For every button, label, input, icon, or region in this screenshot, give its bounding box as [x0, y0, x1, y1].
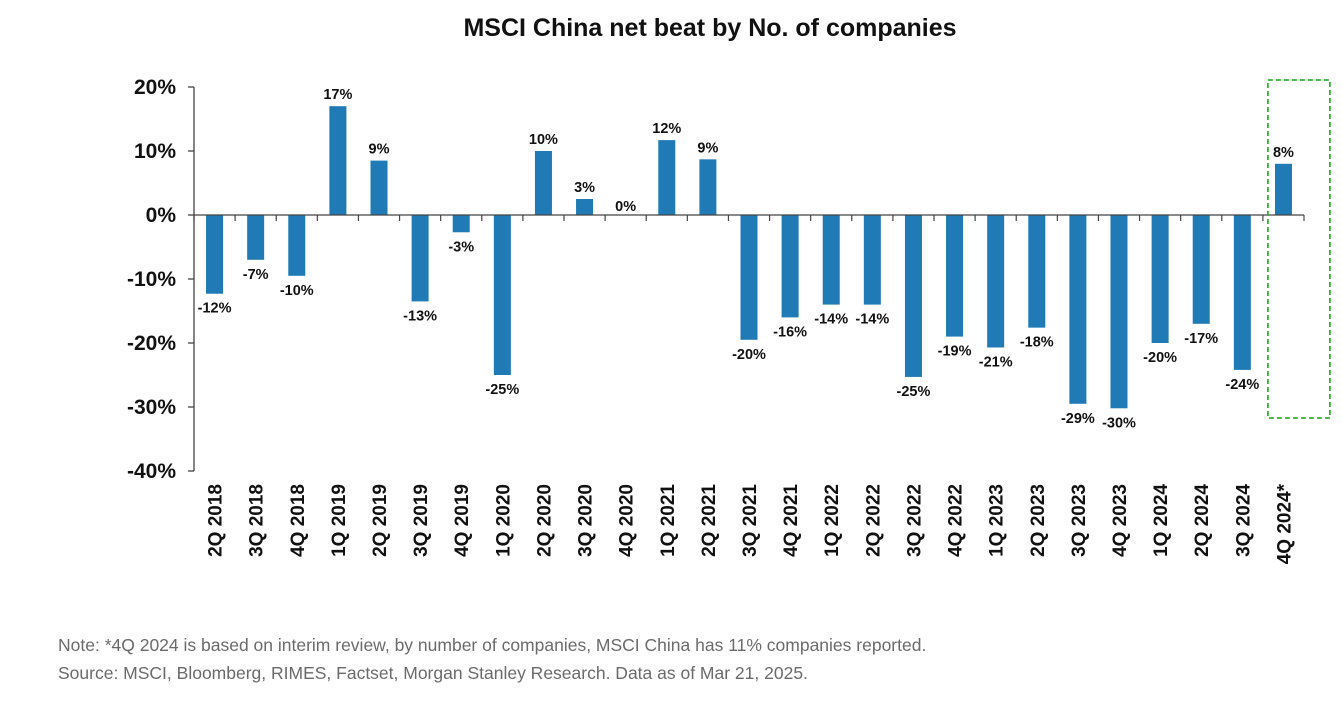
category-label: 1Q 2024 [1151, 484, 1172, 557]
category-label: 2Q 2021 [699, 484, 720, 557]
bar [329, 106, 347, 215]
bar [904, 215, 922, 377]
category-label: 2Q 2022 [863, 484, 884, 557]
bar [1233, 215, 1251, 370]
data-label: -16% [773, 324, 807, 340]
data-label: -21% [979, 354, 1013, 370]
data-label: -17% [1184, 331, 1218, 347]
category-label: 3Q 2023 [1069, 484, 1090, 557]
category-label: 4Q 2019 [452, 484, 473, 557]
bar [987, 215, 1005, 348]
category-label: 3Q 2020 [576, 484, 597, 557]
data-label: -25% [897, 384, 931, 400]
data-label: -12% [198, 301, 232, 317]
chart-source: Source: MSCI, Bloomberg, RIMES, Factset,… [58, 663, 808, 683]
data-label: 9% [697, 140, 718, 156]
chart-title: MSCI China net beat by No. of companies [463, 14, 957, 42]
bar [1069, 215, 1087, 404]
bar [493, 215, 511, 375]
data-label: -3% [448, 239, 474, 255]
bar [740, 215, 758, 340]
data-label: -13% [403, 308, 437, 324]
bar [452, 215, 470, 233]
data-label: -19% [938, 344, 972, 360]
category-label: 2Q 2020 [534, 484, 555, 557]
category-label: 3Q 2019 [411, 484, 432, 557]
bar [1151, 215, 1169, 343]
category-labels: 2Q 2018 3Q 2018 4Q 2018 1Q 2019 2Q 2019 3Q 20… [206, 483, 1296, 564]
data-label: -14% [814, 312, 848, 328]
category-label: 4Q 2018 [288, 484, 309, 557]
data-label: 10% [529, 132, 558, 148]
bar [822, 215, 840, 305]
category-label: 2Q 2018 [206, 484, 227, 557]
bar [534, 151, 552, 215]
bar [658, 140, 676, 215]
highlight [1266, 79, 1331, 419]
y-tick-label: -40% [127, 460, 176, 483]
y-tick-label: 0% [146, 204, 177, 227]
data-label: -25% [485, 382, 519, 398]
data-label: 12% [652, 121, 681, 137]
category-label: 3Q 2022 [904, 484, 925, 557]
y-tick-label: 20% [134, 76, 176, 99]
y-tick-label: 10% [134, 140, 176, 163]
bar-chart: 20% 10% 0% -10% -20% -30% -40% -12% -7% -10% 17% 9… [127, 76, 1331, 564]
highlight-box [1266, 79, 1331, 419]
category-label: 4Q 2020 [617, 484, 638, 557]
data-label: 17% [323, 87, 352, 103]
data-label: -7% [243, 267, 269, 283]
category-label: 1Q 2019 [329, 484, 350, 557]
bar [576, 199, 594, 215]
data-label: -10% [280, 283, 314, 299]
bar [288, 215, 306, 276]
category-label: 2Q 2023 [1028, 484, 1049, 557]
bar [781, 215, 799, 318]
category-label: 4Q 2023 [1110, 484, 1131, 557]
category-label: 2Q 2024 [1192, 484, 1213, 557]
data-label: 8% [1273, 145, 1294, 161]
category-label: 4Q 2024* [1274, 483, 1295, 564]
chart-note: Note: *4Q 2024 is based on interim revie… [58, 635, 927, 655]
y-tick-label: -30% [127, 396, 176, 419]
data-label: 3% [574, 180, 595, 196]
category-label: 1Q 2023 [987, 484, 1008, 557]
data-label: -14% [855, 312, 889, 328]
y-axis: 20% 10% 0% -10% -20% -30% -40% [127, 76, 195, 483]
bars [206, 106, 1292, 409]
bar [1028, 215, 1046, 328]
data-labels: -12% -7% -10% 17% 9% -13% -3% -25% 10% 3% 0% 12% 9% -… [198, 87, 1294, 431]
bar [411, 215, 429, 302]
data-label: -18% [1020, 335, 1054, 351]
bar [206, 215, 224, 294]
data-label: -30% [1102, 415, 1136, 431]
bar [1274, 163, 1292, 215]
category-label: 1Q 2021 [658, 484, 679, 557]
data-label: -24% [1225, 377, 1259, 393]
bar [1192, 215, 1210, 324]
bar [1110, 215, 1128, 409]
category-label: 1Q 2022 [822, 484, 843, 557]
category-label: 2Q 2019 [370, 484, 391, 557]
bar [370, 160, 388, 215]
data-label: 0% [615, 199, 636, 215]
data-label: -20% [1143, 350, 1177, 366]
data-label: -29% [1061, 411, 1095, 427]
data-label: 9% [369, 142, 390, 158]
bar [863, 215, 881, 305]
bar [946, 215, 964, 337]
category-label: 4Q 2021 [781, 484, 802, 557]
category-label: 3Q 2021 [740, 484, 761, 557]
bar [247, 215, 265, 260]
y-tick-label: -10% [127, 268, 176, 291]
bar [699, 159, 717, 215]
data-label: -20% [732, 347, 766, 363]
category-label: 1Q 2020 [493, 484, 514, 557]
category-label: 4Q 2022 [946, 484, 967, 557]
category-label: 3Q 2024 [1233, 484, 1254, 557]
x-axis [193, 214, 1305, 221]
y-tick-label: -20% [127, 332, 176, 355]
category-label: 3Q 2018 [247, 484, 268, 557]
